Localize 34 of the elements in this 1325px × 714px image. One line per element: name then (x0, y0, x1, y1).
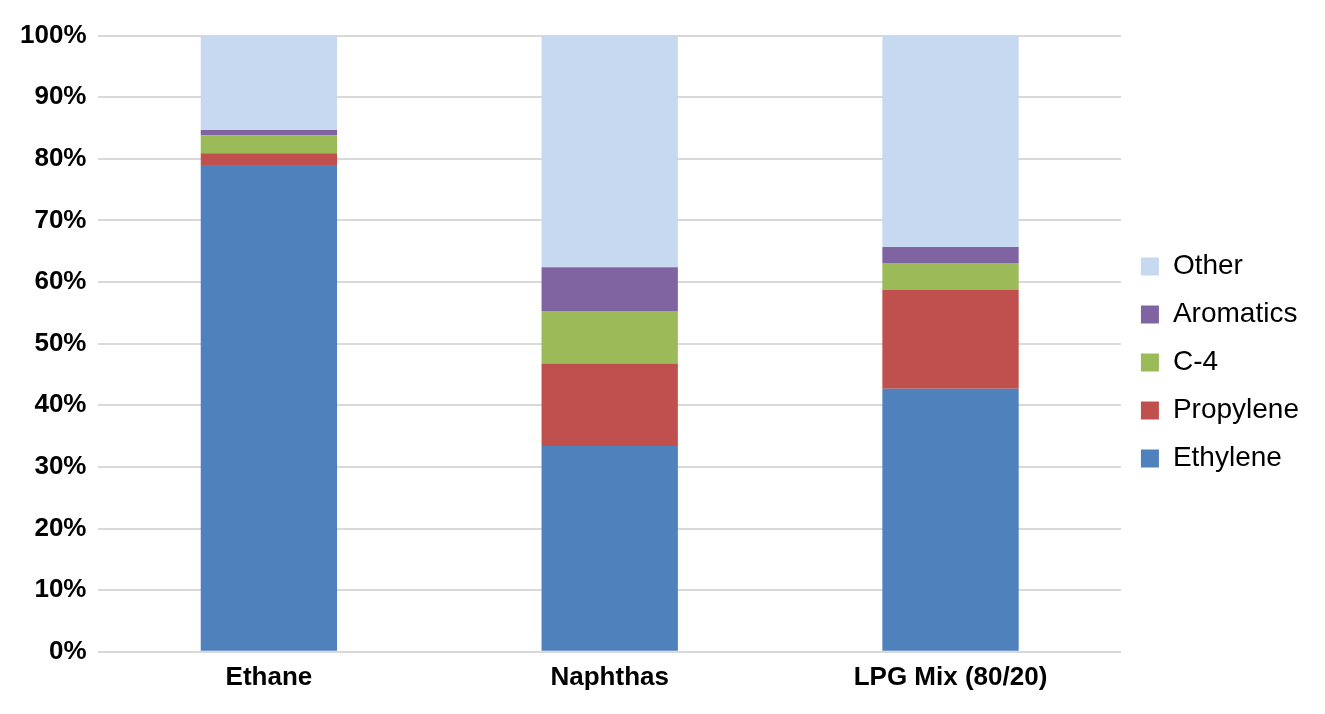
bar (882, 246, 1019, 263)
bar (541, 311, 678, 364)
y-tick-label: 90% (34, 80, 87, 111)
x-tick-label: Naphthas (550, 660, 669, 691)
y-tick-label: 0% (48, 634, 87, 665)
x-tick-label: Ethane (225, 660, 313, 691)
y-tick-label: 40% (34, 388, 87, 419)
bar (541, 267, 678, 312)
bar (882, 290, 1019, 389)
bar (200, 165, 338, 651)
bar (882, 35, 1019, 247)
y-tick-label: 30% (34, 450, 87, 481)
legend-label: Ethylene (1172, 441, 1282, 473)
y-tick-label: 70% (34, 203, 87, 234)
y-tick-label: 60% (34, 265, 87, 296)
bar (200, 35, 338, 130)
y-tick-label: 50% (34, 326, 87, 357)
x-tick-label: LPG Mix (80/20) (853, 660, 1048, 691)
legend-label: Other (1172, 249, 1243, 281)
legend-label: Aromatics (1172, 297, 1298, 329)
bar (200, 129, 338, 136)
legend-label: C-4 (1172, 345, 1219, 377)
bar (541, 35, 678, 268)
bar (541, 445, 678, 651)
bar (882, 388, 1019, 651)
y-tick-label: 20% (34, 511, 87, 542)
y-tick-label: 10% (34, 573, 87, 604)
bar (200, 135, 338, 154)
y-tick-label: 80% (34, 142, 87, 173)
y-tick-label: 100% (20, 18, 87, 49)
bar (200, 153, 338, 165)
bar (541, 363, 678, 446)
legend-label: Propylene (1172, 393, 1300, 425)
bar (882, 262, 1019, 291)
